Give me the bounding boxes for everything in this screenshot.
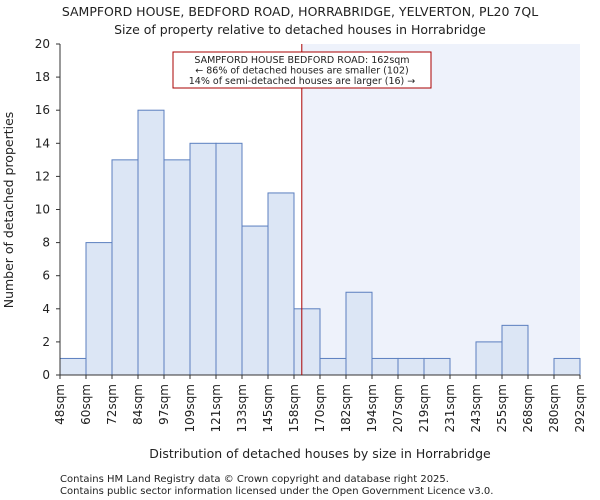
y-tick-label-8: 8 <box>42 236 50 250</box>
plot-area: 0 2 4 6 8 10 12 14 16 18 20 48sqm 60sqm 72sqm 84sqm 97s… <box>35 37 587 432</box>
bar-170sqm <box>319 357 347 376</box>
x-tick-label-158sqm: 158sqm <box>287 384 301 432</box>
footer-line-2: Contains public sector information licen… <box>60 486 493 497</box>
x-tick-label-170sqm: 170sqm <box>313 384 327 432</box>
y-tick-label-20: 20 <box>35 37 50 51</box>
bar-60sqm <box>85 242 113 376</box>
x-tick-label-280sqm: 280sqm <box>547 384 561 432</box>
bar-158sqm <box>293 308 321 376</box>
bar-133sqm <box>241 225 269 376</box>
x-tick-label-182sqm: 182sqm <box>339 384 353 432</box>
bar-194sqm <box>371 357 399 376</box>
x-tick-label-243sqm: 243sqm <box>469 384 483 432</box>
x-tick-label-48sqm: 48sqm <box>53 384 67 425</box>
bar-145sqm <box>267 192 295 376</box>
highlight-region <box>301 44 580 375</box>
bar-84sqm <box>137 109 165 376</box>
x-tick-label-292sqm: 292sqm <box>573 384 587 432</box>
y-tick-label-18: 18 <box>35 70 50 84</box>
y-tick-label-12: 12 <box>35 169 50 183</box>
chart-title: SAMPFORD HOUSE, BEDFORD ROAD, HORRABRIDG… <box>62 4 538 19</box>
footer-line-1: Contains HM Land Registry data © Crown c… <box>60 474 449 485</box>
x-tick-label-207sqm: 207sqm <box>391 384 405 432</box>
annotation-line-3: 14% of semi-detached houses are larger (… <box>189 76 416 87</box>
x-tick-label-255sqm: 255sqm <box>495 384 509 432</box>
x-tick-label-231sqm: 231sqm <box>443 384 457 432</box>
bar-48sqm <box>59 357 87 376</box>
bar-97sqm <box>163 159 191 376</box>
y-tick-label-16: 16 <box>35 103 50 117</box>
x-tick-label-133sqm: 133sqm <box>235 384 249 432</box>
x-tick-label-109sqm: 109sqm <box>183 384 197 432</box>
bar-280sqm <box>553 357 581 376</box>
y-tick-label-6: 6 <box>42 269 50 283</box>
annotation-line-2: ← 86% of detached houses are smaller (10… <box>195 66 408 77</box>
chart-subtitle: Size of property relative to detached ho… <box>114 22 486 37</box>
x-tick-label-84sqm: 84sqm <box>131 384 145 425</box>
x-axis-label: Distribution of detached houses by size … <box>149 446 491 461</box>
x-tick-label-219sqm: 219sqm <box>417 384 431 432</box>
bar-207sqm <box>397 357 425 376</box>
y-tick-label-14: 14 <box>35 136 50 150</box>
y-tick-label-2: 2 <box>42 335 50 349</box>
y-axis-label: Number of detached properties <box>1 112 16 309</box>
x-tick-label-97sqm: 97sqm <box>157 384 171 425</box>
bar-243sqm <box>475 341 503 376</box>
bar-109sqm <box>189 142 217 376</box>
x-tick-label-72sqm: 72sqm <box>105 384 119 425</box>
annotation-box <box>172 51 432 89</box>
annotation-line-1: SAMPFORD HOUSE BEDFORD ROAD: 162sqm <box>194 55 409 66</box>
y-tick-label-10: 10 <box>35 203 50 217</box>
bar-72sqm <box>111 159 139 376</box>
y-tick-label-0: 0 <box>42 368 50 382</box>
bar-219sqm <box>423 357 451 376</box>
bar-182sqm <box>345 291 373 376</box>
x-tick-label-194sqm: 194sqm <box>365 384 379 432</box>
y-tick-label-4: 4 <box>42 302 50 316</box>
bar-255sqm <box>501 324 529 376</box>
x-tick-label-60sqm: 60sqm <box>79 384 93 425</box>
bar-121sqm <box>215 142 243 376</box>
x-tick-label-121sqm: 121sqm <box>209 384 223 432</box>
x-tick-label-145sqm: 145sqm <box>261 384 275 432</box>
x-tick-label-268sqm: 268sqm <box>521 384 535 432</box>
